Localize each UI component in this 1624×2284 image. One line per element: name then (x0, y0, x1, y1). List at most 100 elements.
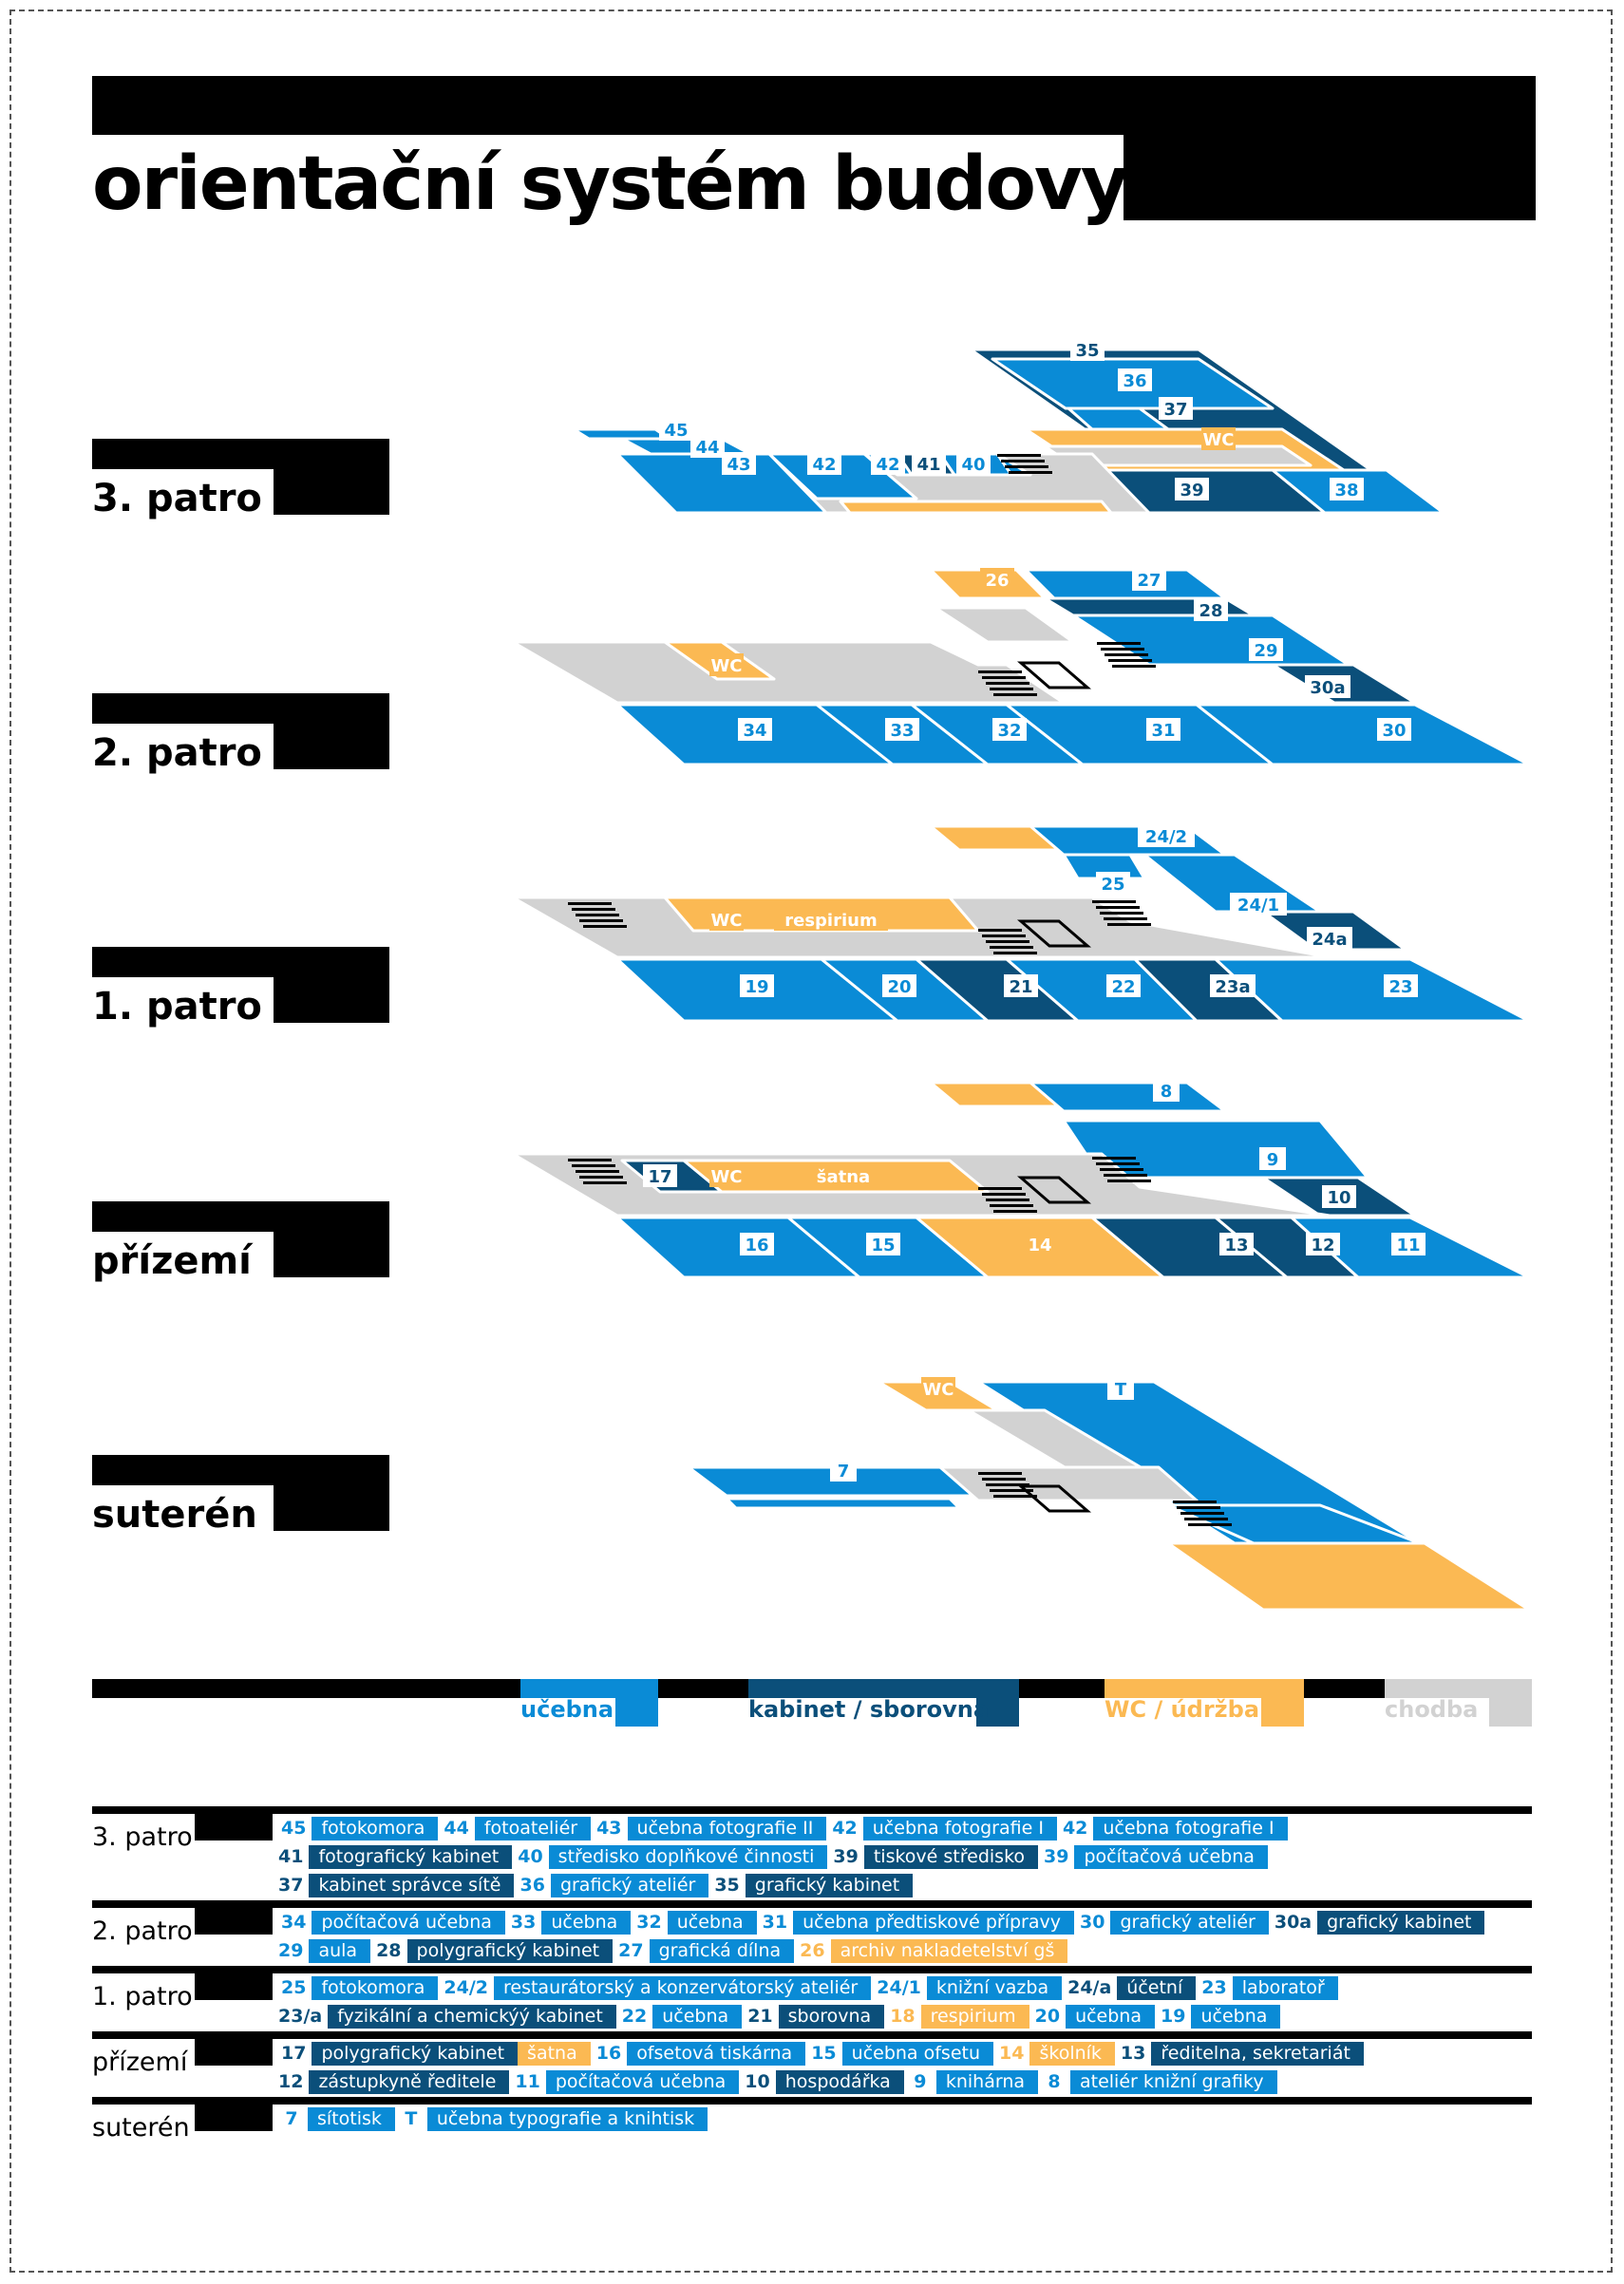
room-tag-text: 42 (812, 455, 836, 475)
floor-label-sut: suterén (92, 1493, 257, 1537)
legend-ucebna: učebna (520, 1696, 614, 1723)
directory-entry: 8 ateliér knižní grafiky (1038, 2070, 1277, 2094)
directory-entry-name: kabinet správce sítě (318, 1875, 501, 1896)
directory-entry: 21 sborovna (742, 2005, 885, 2029)
directory-entry-number: 41 (273, 1845, 310, 1869)
directory-entry-name: grafická dílna (658, 1940, 782, 1961)
directory-entry-name: polygrafický kabinet (416, 1940, 600, 1961)
room-tag-p1-24: 24/2 (1138, 824, 1195, 847)
directory-entry-number: 40 (512, 1845, 549, 1869)
room-tag-text: 8 (1161, 1082, 1173, 1102)
room-tag-text: 40 (961, 455, 985, 475)
sut-room-7b (725, 1497, 961, 1510)
directory-entry-name: fyzikální a chemickýý kabinet (337, 2006, 603, 2027)
room-tag-p2-13: 26 (980, 568, 1014, 591)
room-tag-text: 23 (1388, 977, 1412, 997)
room-tag-p2-16: 29 (1249, 638, 1283, 661)
directory-entry: 17 polygrafický kabinet (275, 2042, 519, 2066)
room-tag-p0-47: 11 (1391, 1233, 1426, 1255)
room-tag-text: 7 (838, 1462, 850, 1482)
room-tag-p2-18: 30a (1305, 675, 1350, 698)
directory-line: 34 počítačová učebna 33 učebna 32 učebna 31 uče… (275, 1911, 1485, 1935)
directory-line: 25 fotokomora 24/2 restaurátorský a konzerv… (275, 1976, 1338, 2000)
p2-room-29 (1071, 613, 1350, 667)
directory-entry-number: 35 (708, 1874, 746, 1897)
directory-entry: 36 grafický ateliér (514, 1874, 709, 1897)
directory-entry: 42 učebna fotografie I (826, 1817, 1057, 1840)
directory-entry-name: tiskové středisko (873, 1846, 1026, 1867)
directory-entry-number: 22 (615, 2005, 653, 2029)
room-tag-p1-30: 19 (740, 974, 774, 997)
directory-entry: 30a grafický kabinet (1268, 1911, 1485, 1935)
directory-entry-name: počítačová učebna (321, 1912, 492, 1933)
directory-entry-number: 21 (742, 2005, 779, 2029)
room-tag-p3-7: 42 (807, 452, 841, 475)
directory-entry-name: sítotisk (317, 2108, 382, 2129)
directory-entry: 37 kabinet správce sítě (273, 1874, 515, 1897)
room-tag-text: WC (710, 911, 742, 931)
directory-entry-number: 25 (275, 1976, 312, 2000)
room-tag-p0-43: 15 (866, 1233, 900, 1255)
room-tag-p2-15: 28 (1194, 598, 1228, 621)
directory-entry-name: restaurátorský a konzervátorský ateliér (503, 1977, 859, 1998)
directory-entry-name: účetní (1126, 1977, 1183, 1998)
room-tag-text: 32 (997, 721, 1021, 741)
directory-entry-number: 30a (1268, 1911, 1318, 1935)
p3-wc-strip (839, 500, 1113, 515)
legend-bar (92, 1679, 1532, 1727)
p2-stairs-a (1097, 642, 1156, 668)
room-tag-p2-14: 27 (1132, 568, 1166, 591)
directory-entry: 39 tiskové středisko (827, 1845, 1039, 1869)
room-tag-p2-19: 34 (738, 718, 772, 741)
directory-entry-name: aula (318, 1940, 358, 1961)
directory-entry-number: 36 (514, 1874, 551, 1897)
directory-entry-number: 33 (504, 1911, 542, 1935)
room-tag-text: 20 (887, 977, 911, 997)
room-tag-p0-41: 10 (1322, 1185, 1356, 1208)
directory-entry-number: 12 (273, 2070, 310, 2094)
directory-entry-name: učebna (551, 1912, 618, 1933)
directory-entry-number: 42 (1056, 1817, 1094, 1840)
directory-entry-number: 30 (1074, 1911, 1111, 1935)
directory-entry: 44 fotoateliér (438, 1817, 592, 1840)
directory-entry: 28 polygrafický kabinet (370, 1939, 614, 1963)
directory-entry-name: fotokomora (321, 1818, 425, 1839)
room-tag-text: 24/2 (1145, 827, 1187, 847)
room-tag-text: 23a (1215, 977, 1250, 997)
directory-entry-name: knižní vazba (935, 1977, 1049, 1998)
room-tag-text: 41 (916, 455, 940, 475)
room-tag-text: 30a (1310, 678, 1345, 698)
room-tags: 35 36 37 WC 45 44 43 42 42 41 40 39 38 26 27 28 29 WC 30a 3… (643, 338, 1426, 1482)
directory-entry-name: archiv nakladetelství gš (840, 1940, 1055, 1961)
directory-entry-number: 20 (1029, 2005, 1067, 2029)
sut-technical (1166, 1541, 1531, 1612)
p0-stairs-west (568, 1159, 627, 1184)
p2-room-27 (1024, 568, 1227, 600)
directory-entry-name: grafický ateliér (1120, 1912, 1256, 1933)
directory-entry-name: ředitelna, sekretariát (1161, 2043, 1350, 2064)
directory-entry-number: 19 (1155, 2005, 1192, 2029)
directory-entry-name: učebna typografie a knihtisk (436, 2108, 695, 2129)
directory-entry: 14 školník (993, 2042, 1115, 2066)
directory-entry-name: sborovna (787, 2006, 872, 2027)
directory-entry: 32 učebna (631, 1911, 757, 1935)
room-tag-p3-10: 40 (956, 452, 991, 475)
directory-entry: 18 respirium (884, 2005, 1029, 2029)
p0-lift (1016, 1176, 1092, 1204)
p0-stairs-b (978, 1187, 1037, 1213)
room-tag-p1-27: WC (709, 908, 744, 931)
room-tag-text: 26 (985, 571, 1009, 591)
room-tag-p0-36: 8 (1153, 1079, 1180, 1102)
directory-line: 23/a fyzikální a chemickýý kabinet 22 učebn… (273, 2005, 1281, 2029)
room-tag-p2-17: WC (709, 653, 744, 676)
room-tag-p2-22: 31 (1146, 718, 1180, 741)
directory-entry-name: fotokomora (321, 1977, 425, 1998)
p1-stairs-west (568, 902, 627, 928)
directory-entry: 42 učebna fotografie I (1056, 1817, 1288, 1840)
directory-entry-number: 24/1 (871, 1976, 927, 2000)
directory-entry: 45 fotokomora (275, 1817, 439, 1840)
directory-entry: šatna (518, 2042, 591, 2066)
directory-entry: 20 učebna (1029, 2005, 1155, 2029)
room-tag-p1-33: 22 (1106, 974, 1141, 997)
